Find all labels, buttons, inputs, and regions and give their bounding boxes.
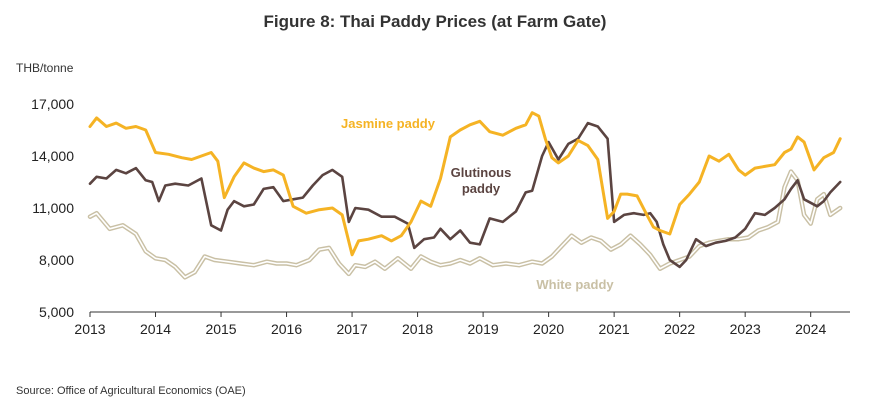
x-tick-label: 2020 xyxy=(533,321,564,337)
x-tick-label: 2015 xyxy=(205,321,236,337)
series-group xyxy=(87,111,843,280)
chart-title: Figure 8: Thai Paddy Prices (at Farm Gat… xyxy=(264,12,607,31)
label-line: Jasmine paddy xyxy=(341,116,436,131)
glutinous-paddy-label: Glutinous paddy xyxy=(451,165,512,196)
x-tick-label: 2023 xyxy=(730,321,761,337)
x-axis-ticks: 2013 2014 2015 2016 2017 2018 2019 2020 2021 2022… xyxy=(74,312,826,337)
white-paddy-line-inner xyxy=(89,170,842,279)
source-note: Source: Office of Agricultural Economics… xyxy=(16,385,246,397)
y-tick-label: 5,000 xyxy=(39,304,74,320)
series-labels: Jasmine paddy Glutinous paddy White paddy xyxy=(341,116,614,292)
x-tick-label: 2014 xyxy=(140,321,171,337)
glutinous-paddy-line xyxy=(88,121,842,269)
y-tick-label: 14,000 xyxy=(31,148,74,164)
y-tick-label: 17,000 xyxy=(31,96,74,112)
jasmine-paddy-label: Jasmine paddy xyxy=(341,116,436,131)
x-tick-label: 2016 xyxy=(271,321,302,337)
y-axis-unit-label: THB/tonne xyxy=(16,61,74,75)
white-paddy-label: White paddy xyxy=(536,277,614,292)
y-tick-label: 11,000 xyxy=(32,200,74,216)
x-tick-label: 2019 xyxy=(468,321,499,337)
x-tick-label: 2021 xyxy=(599,321,630,337)
y-axis-tick-labels: 5,000 8,000 11,000 14,000 17,000 xyxy=(31,96,74,320)
x-tick-label: 2018 xyxy=(402,321,433,337)
x-tick-label: 2013 xyxy=(74,321,105,337)
x-tick-label: 2022 xyxy=(664,321,695,337)
label-line: White paddy xyxy=(536,277,614,292)
label-line: paddy xyxy=(462,181,501,196)
jasmine-paddy-line xyxy=(88,111,842,257)
x-tick-label: 2024 xyxy=(795,321,826,337)
y-tick-label: 8,000 xyxy=(39,252,74,268)
label-line: Glutinous xyxy=(451,165,512,180)
x-tick-label: 2017 xyxy=(336,321,367,337)
